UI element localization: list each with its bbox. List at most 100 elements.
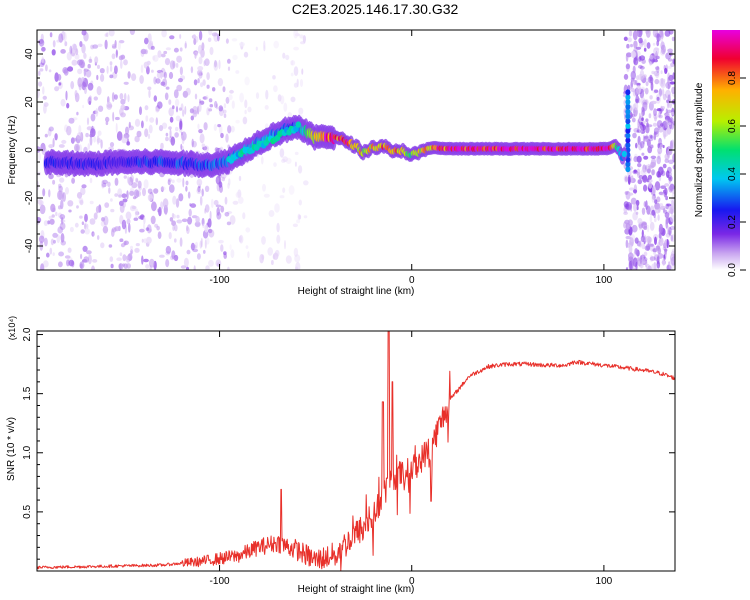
noise-speckle xyxy=(176,219,183,224)
noise-speckle xyxy=(218,239,224,244)
noise-speckle xyxy=(633,203,638,212)
noise-speckle xyxy=(42,260,49,268)
noise-speckle xyxy=(89,177,93,184)
noise-speckle xyxy=(74,92,80,103)
noise-speckle xyxy=(114,65,118,74)
noise-speckle xyxy=(149,228,152,232)
noise-speckle xyxy=(198,72,203,76)
noise-speckle xyxy=(214,100,218,109)
noise-speckle xyxy=(99,68,105,74)
noise-speckle xyxy=(276,222,280,233)
noise-speckle xyxy=(228,178,231,186)
noise-speckle xyxy=(59,177,65,183)
noise-speckle xyxy=(658,114,663,119)
noise-speckle xyxy=(55,211,58,217)
noise-speckle xyxy=(634,237,639,244)
noise-speckle xyxy=(630,197,637,205)
noise-speckle xyxy=(667,109,672,114)
noise-speckle xyxy=(649,78,652,84)
noise-speckle xyxy=(195,216,200,224)
noise-speckle xyxy=(665,216,669,225)
noise-speckle xyxy=(645,30,651,38)
noise-speckle xyxy=(101,182,107,188)
noise-speckle xyxy=(220,132,224,139)
noise-speckle xyxy=(229,89,234,94)
noise-speckle xyxy=(78,144,83,154)
noise-speckle xyxy=(214,147,219,153)
noise-speckle xyxy=(49,32,53,38)
noise-speckle xyxy=(84,223,87,230)
noise-speckle xyxy=(226,211,233,214)
noise-speckle xyxy=(202,96,208,100)
noise-speckle xyxy=(230,125,235,133)
noise-speckle xyxy=(120,59,123,69)
noise-speckle xyxy=(89,95,92,101)
noise-speckle xyxy=(66,51,72,61)
noise-speckle xyxy=(58,185,63,192)
noise-speckle xyxy=(637,218,643,225)
snr-y-tick-label: 2.0 xyxy=(22,327,33,341)
noise-speckle xyxy=(142,187,146,197)
noise-speckle xyxy=(225,38,229,44)
noise-speckle xyxy=(169,60,175,70)
noise-speckle xyxy=(129,190,135,196)
noise-speckle xyxy=(127,176,130,184)
noise-speckle xyxy=(197,78,200,84)
noise-speckle xyxy=(49,218,55,225)
noise-speckle xyxy=(139,75,144,84)
noise-speckle xyxy=(630,175,634,184)
noise-speckle xyxy=(116,257,122,262)
noise-speckle xyxy=(39,204,46,215)
noise-speckle xyxy=(209,46,214,56)
noise-speckle xyxy=(645,135,649,143)
noise-speckle xyxy=(625,52,629,62)
noise-speckle xyxy=(204,185,210,192)
noise-speckle xyxy=(195,36,199,43)
noise-speckle xyxy=(48,215,53,220)
noise-speckle xyxy=(185,185,188,192)
noise-speckle xyxy=(238,196,244,204)
noise-speckle xyxy=(186,226,190,234)
noise-speckle xyxy=(106,65,109,74)
noise-speckle xyxy=(96,86,102,96)
noise-speckle xyxy=(160,53,166,58)
noise-speckle xyxy=(659,192,665,196)
noise-speckle xyxy=(624,176,628,182)
noise-speckle xyxy=(647,265,652,270)
noise-speckle xyxy=(39,68,44,72)
noise-speckle xyxy=(179,66,183,76)
noise-speckle xyxy=(282,52,286,59)
noise-speckle xyxy=(180,265,186,269)
noise-speckle xyxy=(628,260,632,270)
noise-speckle xyxy=(194,93,198,100)
noise-speckle xyxy=(91,265,95,270)
noise-speckle xyxy=(176,214,180,219)
noise-speckle xyxy=(123,175,128,179)
noise-speckle xyxy=(298,107,304,115)
noise-speckle xyxy=(285,54,290,61)
noise-speckle xyxy=(636,75,640,81)
noise-speckle xyxy=(119,93,124,100)
noise-speckle xyxy=(40,263,45,270)
noise-speckle xyxy=(670,225,675,231)
noise-speckle xyxy=(627,174,631,185)
noise-speckle xyxy=(214,59,217,68)
noise-speckle xyxy=(641,152,645,156)
noise-speckle xyxy=(298,165,303,174)
noise-speckle xyxy=(118,55,124,61)
noise-speckle xyxy=(82,104,85,109)
noise-speckle xyxy=(630,50,637,59)
noise-speckle xyxy=(151,69,154,73)
noise-speckle xyxy=(647,224,650,233)
noise-speckle xyxy=(86,223,89,229)
noise-speckle xyxy=(668,226,672,236)
noise-speckle xyxy=(667,48,673,53)
noise-speckle xyxy=(58,205,62,210)
noise-speckle xyxy=(670,202,675,210)
noise-speckle xyxy=(37,199,43,205)
noise-speckle xyxy=(663,191,667,198)
noise-speckle xyxy=(641,117,644,121)
noise-speckle xyxy=(185,87,191,96)
noise-speckle xyxy=(176,55,183,63)
noise-speckle xyxy=(242,212,246,220)
